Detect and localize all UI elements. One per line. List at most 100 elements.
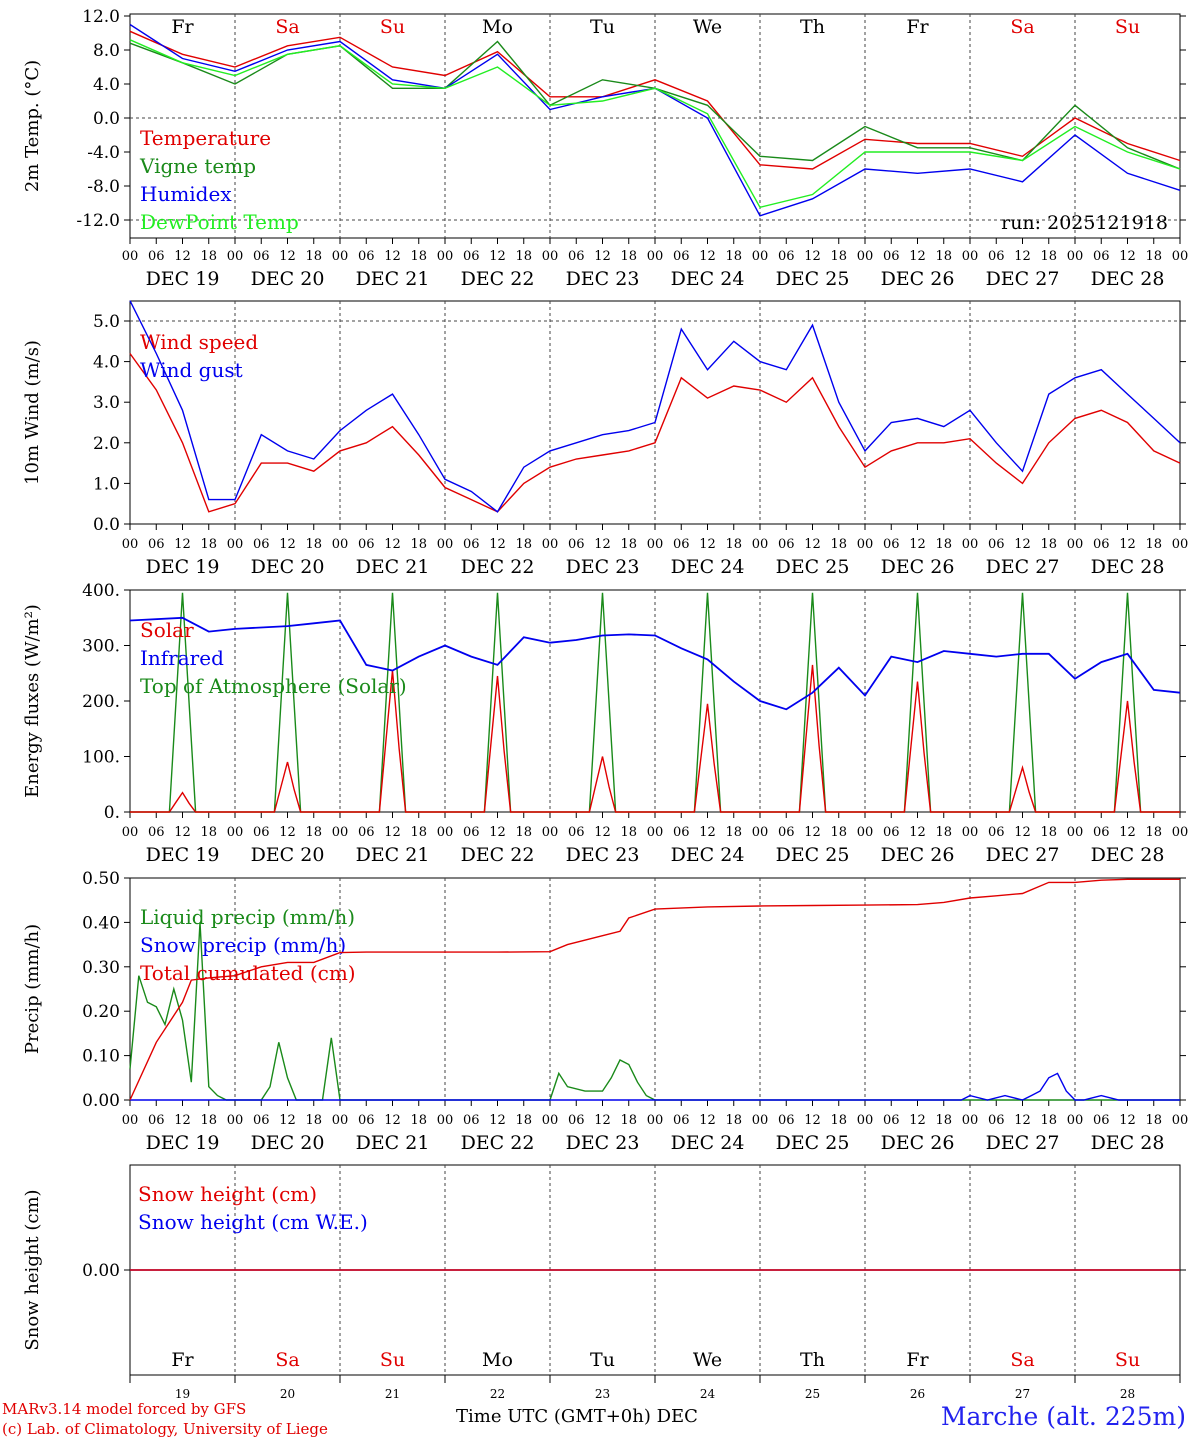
x-tick-label: 06 xyxy=(673,249,690,264)
x-tick-label: 00 xyxy=(1172,249,1189,264)
station-name: Marche (alt. 225m) xyxy=(940,1402,1186,1431)
x-tick-label: 00 xyxy=(647,537,664,552)
x-tick-label: 18 xyxy=(620,249,637,264)
x-tick-label: 00 xyxy=(542,825,559,840)
x-tick-label: 12 xyxy=(489,249,506,264)
date-label: DEC 23 xyxy=(566,844,640,866)
y-tick-label: 0.40 xyxy=(82,913,120,933)
x-axis-title: Time UTC (GMT+0h) DEC xyxy=(456,1406,698,1427)
x-tick-label: 00 xyxy=(1172,825,1189,840)
x-tick-label: 00 xyxy=(1172,1113,1189,1128)
weekday-label: Sa xyxy=(275,16,299,38)
x-tick-label: 12 xyxy=(699,825,716,840)
lab-credit: (c) Lab. of Climatology, University of L… xyxy=(2,1420,328,1438)
x-tick-label: 00 xyxy=(332,1113,349,1128)
x-tick-label: 18 xyxy=(1040,537,1057,552)
series-temperature xyxy=(129,30,1181,170)
weekday-label: Fr xyxy=(171,1349,194,1371)
series-wind-gust xyxy=(129,300,1181,513)
x-tick-label: 06 xyxy=(1093,537,1110,552)
legend-entry: Total cumulated (cm) xyxy=(140,961,356,985)
x-tick-label: 18 xyxy=(515,825,532,840)
x-tick-label: 18 xyxy=(200,1113,217,1128)
y-axis-label: Snow height (cm) xyxy=(22,1189,43,1350)
legend-entry: DewPoint Temp xyxy=(140,210,299,234)
y-tick-label: 8.0 xyxy=(93,41,120,61)
y-axis-label: Energy fluxes (W/m²) xyxy=(22,604,43,798)
y-tick-label: 0. xyxy=(104,803,120,823)
x-tick-label: 06 xyxy=(568,537,585,552)
x-tick-label: 00 xyxy=(332,537,349,552)
x-tick-label: 00 xyxy=(857,825,874,840)
weekday-label: Th xyxy=(800,1349,825,1371)
x-tick-label: 12 xyxy=(699,537,716,552)
weekday-label: Mo xyxy=(482,16,513,38)
date-label: DEC 27 xyxy=(986,1132,1060,1154)
x-tick-label: 18 xyxy=(935,537,952,552)
x-tick-label: 18 xyxy=(620,1113,637,1128)
x-tick-label: 00 xyxy=(122,825,139,840)
x-tick-label: 00 xyxy=(437,249,454,264)
x-tick-label: 12 xyxy=(1119,825,1136,840)
x-tick-label: 12 xyxy=(174,825,191,840)
x-tick-label: 06 xyxy=(883,1113,900,1128)
legend-entry: Snow height (cm) xyxy=(138,1182,317,1206)
y-tick-label: 0.20 xyxy=(82,1002,120,1022)
y-tick-label: 4.0 xyxy=(93,75,120,95)
x-tick-label: 18 xyxy=(935,249,952,264)
x-tick-label: 18 xyxy=(305,249,322,264)
date-label: DEC 24 xyxy=(671,844,745,866)
x-tick-label: 18 xyxy=(410,825,427,840)
date-label: DEC 19 xyxy=(146,844,220,866)
date-label: DEC 27 xyxy=(986,268,1060,290)
x-tick-label: 06 xyxy=(253,537,270,552)
x-tick-label: 18 xyxy=(725,537,742,552)
x-tick-label: 00 xyxy=(857,249,874,264)
weekday-label: Su xyxy=(380,1349,405,1371)
y-tick-label: 0.50 xyxy=(82,869,120,889)
legend-entry: Wind gust xyxy=(140,358,243,382)
x-tick-label: 00 xyxy=(647,825,664,840)
weekday-label: Tu xyxy=(590,1349,615,1371)
date-label: DEC 22 xyxy=(461,1132,535,1154)
x-tick-label: 12 xyxy=(699,1113,716,1128)
series-wind-speed xyxy=(129,353,1181,513)
x-tick-label: 06 xyxy=(673,825,690,840)
date-label: DEC 26 xyxy=(881,1132,955,1154)
x-tick-label: 18 xyxy=(830,1113,847,1128)
x-tick-label: 00 xyxy=(542,537,559,552)
x-tick-label: 06 xyxy=(463,249,480,264)
y-tick-label: -4.0 xyxy=(87,143,120,163)
x-tick-label: 12 xyxy=(1119,1113,1136,1128)
x-tick-label: 18 xyxy=(830,249,847,264)
x-tick-label: 12 xyxy=(804,249,821,264)
x-tick-label: 00 xyxy=(437,537,454,552)
weekday-label: Fr xyxy=(171,16,194,38)
x-tick-label: 00 xyxy=(227,537,244,552)
x-tick-label: 00 xyxy=(647,1113,664,1128)
x-tick-label: 18 xyxy=(200,249,217,264)
y-axis-label: 10m Wind (m/s) xyxy=(22,340,43,485)
panel-frame-0 xyxy=(129,13,1181,239)
x-tick-label: 18 xyxy=(1040,249,1057,264)
x-tick-label: 00 xyxy=(752,249,769,264)
x-tick-label: 18 xyxy=(1145,825,1162,840)
x-tick-label: 12 xyxy=(699,249,716,264)
date-label: DEC 23 xyxy=(566,556,640,578)
day-number-label: 28 xyxy=(1120,1387,1135,1401)
y-tick-label: 1.0 xyxy=(93,474,120,494)
x-tick-label: 06 xyxy=(883,537,900,552)
x-tick-label: 00 xyxy=(227,1113,244,1128)
y-tick-label: 0.0 xyxy=(93,515,120,535)
legend-entry: Solar xyxy=(140,618,194,642)
x-tick-label: 06 xyxy=(568,249,585,264)
x-tick-label: 06 xyxy=(358,537,375,552)
x-tick-label: 18 xyxy=(200,825,217,840)
x-tick-label: 12 xyxy=(1014,537,1031,552)
date-label: DEC 26 xyxy=(881,268,955,290)
x-tick-label: 00 xyxy=(437,1113,454,1128)
x-tick-label: 00 xyxy=(542,1113,559,1128)
date-label: DEC 23 xyxy=(566,268,640,290)
x-tick-label: 06 xyxy=(988,249,1005,264)
x-tick-label: 12 xyxy=(1014,825,1031,840)
